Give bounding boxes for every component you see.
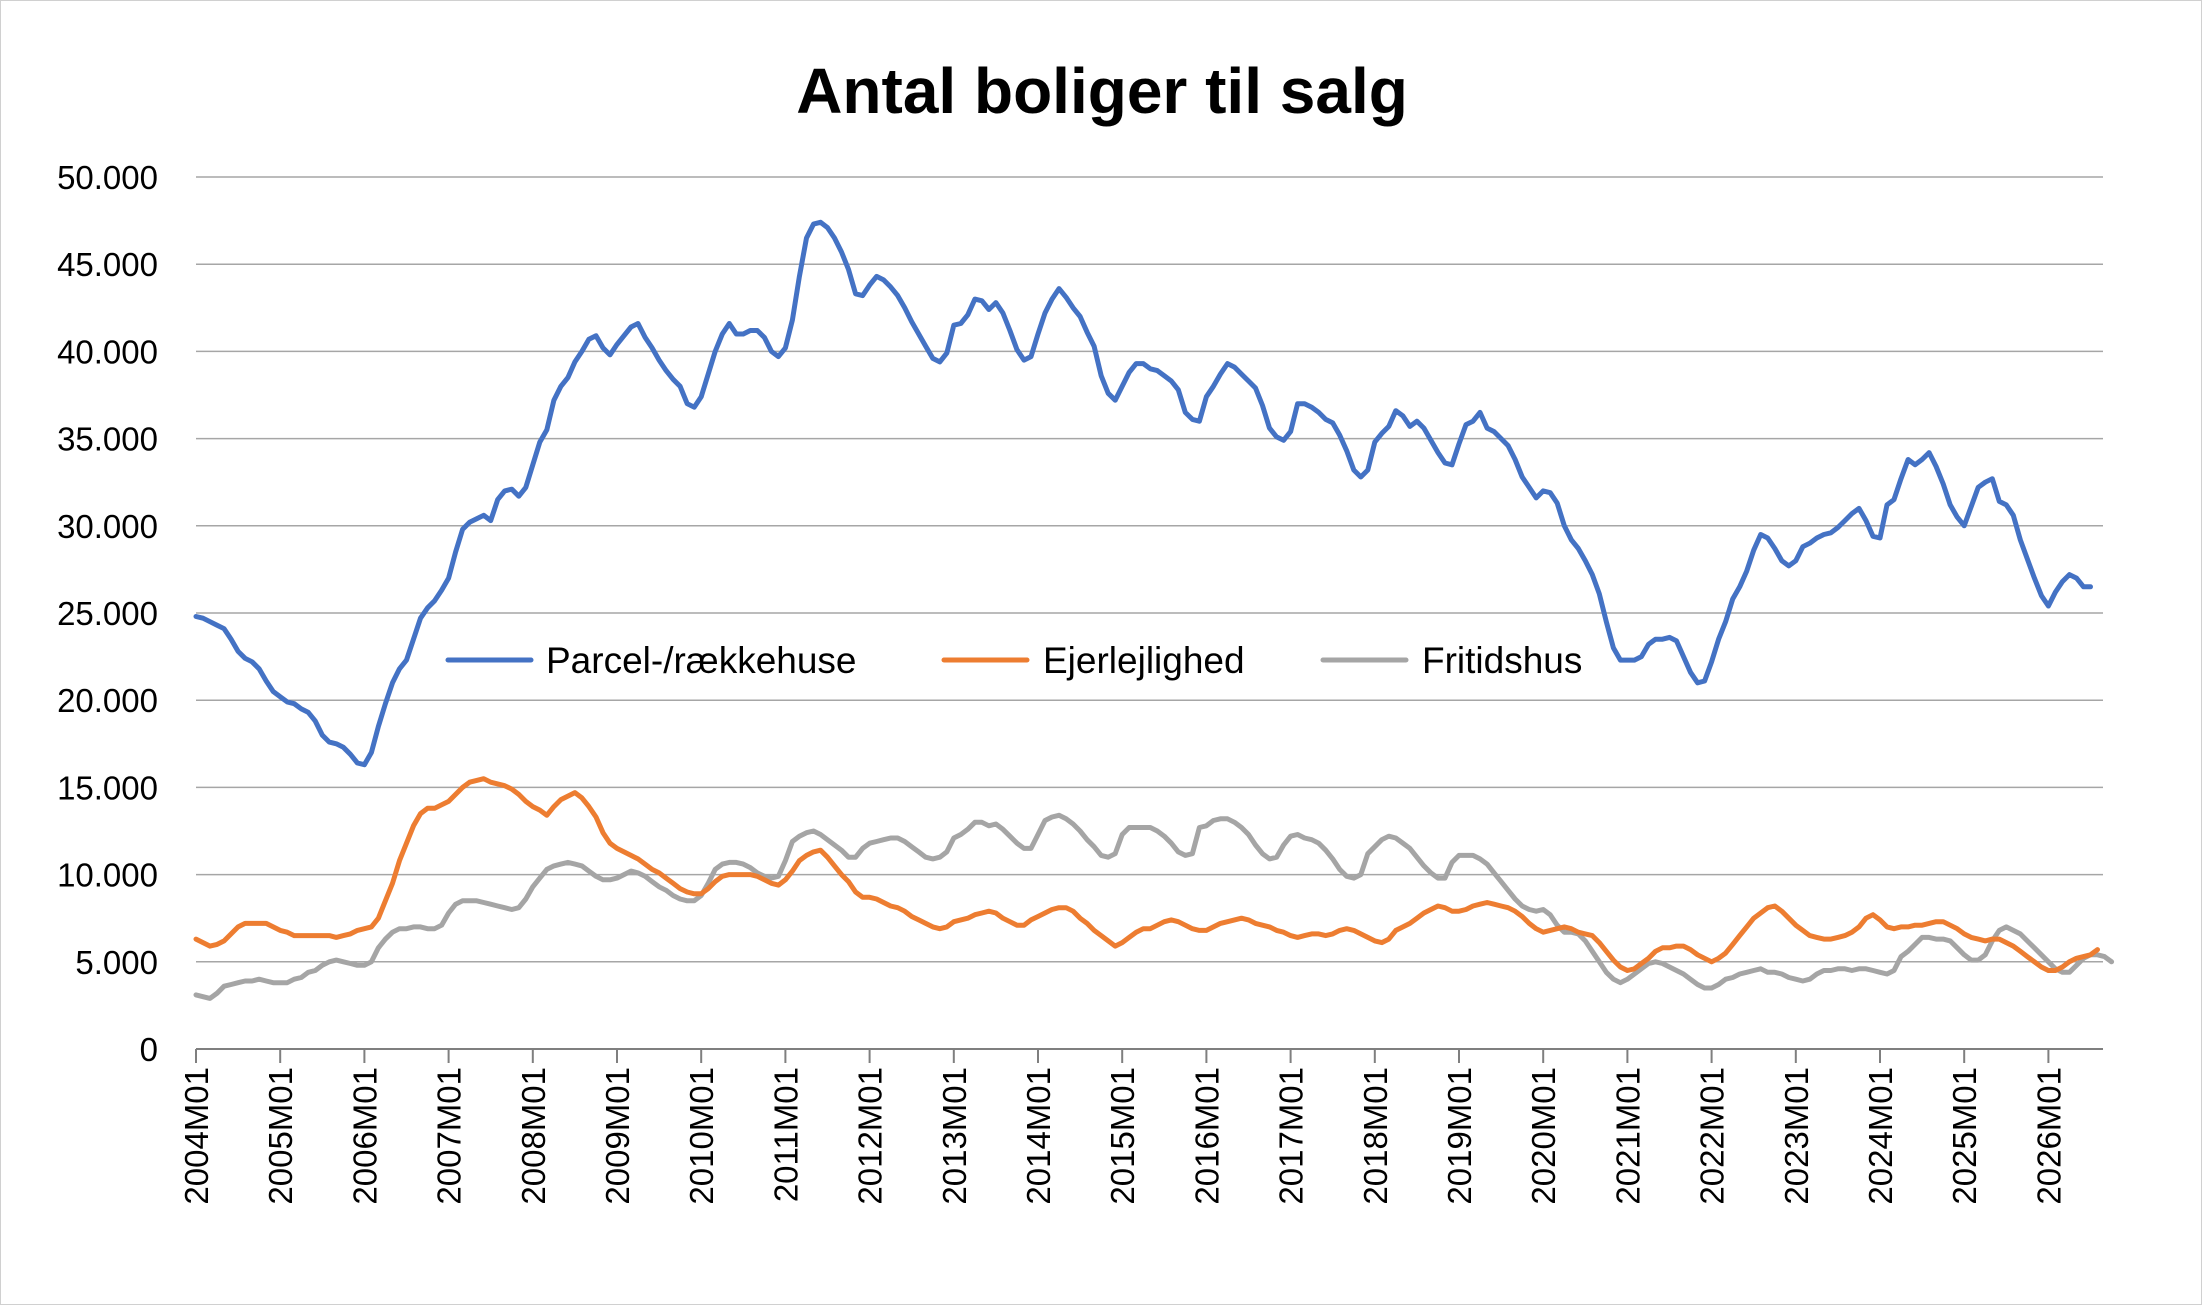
y-tick-label: 25.000 — [57, 595, 158, 632]
x-tick-label: 2025M01 — [1946, 1067, 1983, 1205]
x-tick-label: 2026M01 — [2030, 1067, 2067, 1205]
x-tick-label: 2018M01 — [1357, 1067, 1394, 1205]
gridlines — [196, 176, 2103, 963]
legend: Parcel-/rækkehuse Ejerlejlighed Fritidshus — [445, 640, 1582, 681]
y-tick-label: 15.000 — [57, 769, 158, 806]
x-tick-label: 2013M01 — [936, 1067, 973, 1205]
y-tick-label: 5.000 — [75, 944, 158, 981]
x-tick-label: 2012M01 — [852, 1067, 889, 1205]
x-tick-label: 2011M01 — [767, 1067, 804, 1202]
x-tick-label: 2024M01 — [1862, 1067, 1899, 1205]
y-axis-tick-labels: 0 5.000 10.000 15.000 20.000 25.000 30.000 35.0… — [57, 159, 158, 1068]
y-tick-label: 45.000 — [57, 246, 158, 283]
series-line-fritidshus — [193, 812, 2115, 1001]
x-tick-label: 2006M01 — [346, 1067, 383, 1205]
x-tick-label: 2016M01 — [1188, 1067, 1225, 1205]
y-tick-label: 50.000 — [57, 159, 158, 196]
y-tick-label: 40.000 — [57, 333, 158, 370]
x-tick-label: 2023M01 — [1778, 1067, 1815, 1205]
x-tick-label: 2005M01 — [262, 1067, 299, 1205]
series-line-ejerlejlighed — [193, 776, 2100, 973]
x-tick-label: 2022M01 — [1694, 1067, 1731, 1205]
y-tick-label: 30.000 — [57, 508, 158, 545]
x-tick-label: 2015M01 — [1104, 1067, 1141, 1205]
x-tick-label: 2020M01 — [1525, 1067, 1562, 1205]
legend-label: Parcel-/rækkehuse — [546, 640, 857, 681]
legend-label: Fritidshus — [1422, 640, 1582, 681]
x-axis-tick-labels: 2004M01 2005M01 2006M01 2007M01 2008M01 2009M… — [178, 1067, 2067, 1205]
y-tick-label: 10.000 — [57, 857, 158, 894]
y-tick-label: 35.000 — [57, 421, 158, 458]
x-axis — [195, 1048, 2103, 1063]
x-tick-label: 2008M01 — [515, 1067, 552, 1205]
y-tick-label: 0 — [140, 1031, 158, 1068]
x-tick-label: 2004M01 — [178, 1067, 215, 1205]
chart-title: Antal boliger til salg — [796, 55, 1408, 127]
series-line-parcel-rækkehuse — [193, 219, 2093, 768]
x-tick-label: 2017M01 — [1273, 1067, 1310, 1205]
x-tick-label: 2010M01 — [683, 1067, 720, 1205]
x-tick-label: 2019M01 — [1441, 1067, 1478, 1205]
legend-label: Ejerlejlighed — [1043, 640, 1245, 681]
x-tick-label: 2021M01 — [1609, 1067, 1646, 1205]
series-lines — [193, 219, 2115, 1001]
x-tick-label: 2009M01 — [599, 1067, 636, 1205]
x-tick-label: 2014M01 — [1020, 1067, 1057, 1205]
x-tick-label: 2007M01 — [431, 1067, 468, 1205]
y-tick-label: 20.000 — [57, 682, 158, 719]
